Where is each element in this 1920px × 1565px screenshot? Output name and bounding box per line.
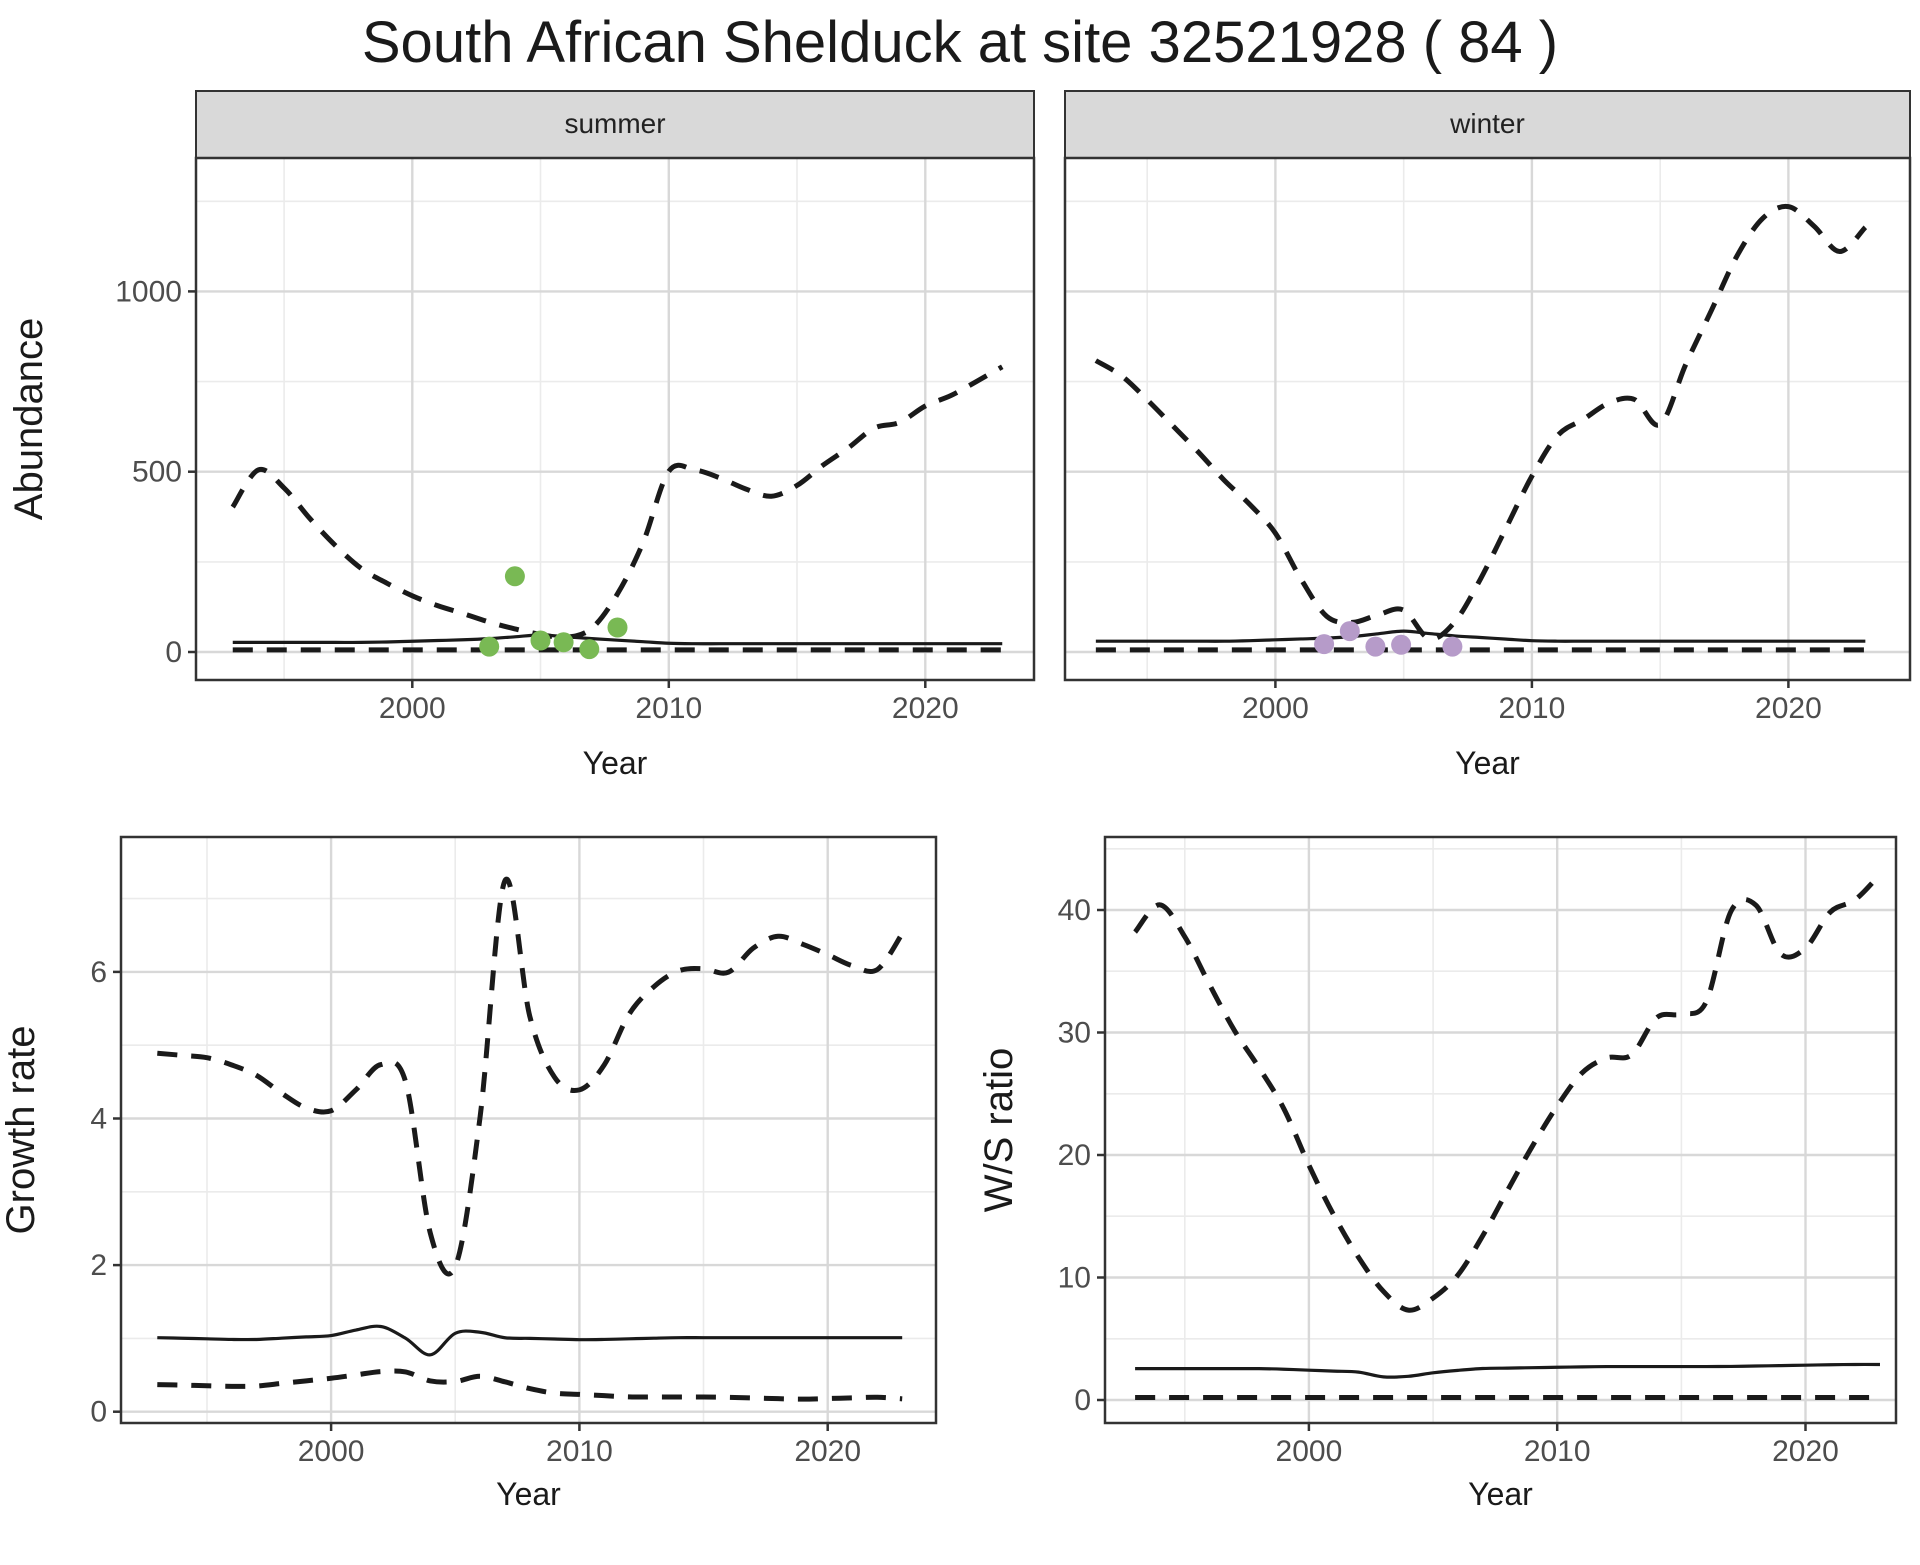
svg-text:2020: 2020 xyxy=(794,1435,861,1468)
svg-text:Year: Year xyxy=(496,1476,561,1512)
svg-text:4: 4 xyxy=(90,1103,107,1136)
svg-text:2010: 2010 xyxy=(635,692,702,725)
svg-text:1000: 1000 xyxy=(115,275,182,308)
svg-text:0: 0 xyxy=(90,1396,107,1429)
svg-text:6: 6 xyxy=(90,956,107,989)
svg-text:0: 0 xyxy=(165,636,182,669)
svg-text:2000: 2000 xyxy=(1276,1435,1343,1468)
svg-text:2: 2 xyxy=(90,1249,107,1282)
svg-text:Abundance: Abundance xyxy=(7,318,51,520)
svg-text:2010: 2010 xyxy=(1524,1435,1591,1468)
svg-text:10: 10 xyxy=(1058,1262,1091,1295)
svg-text:Year: Year xyxy=(1455,745,1520,781)
svg-text:summer: summer xyxy=(564,108,665,139)
svg-text:30: 30 xyxy=(1058,1017,1091,1050)
svg-text:2020: 2020 xyxy=(1772,1435,1839,1468)
svg-text:2000: 2000 xyxy=(298,1435,365,1468)
svg-text:Growth rate: Growth rate xyxy=(0,1026,43,1235)
svg-text:South African Shelduck at site: South African Shelduck at site 32521928 … xyxy=(362,10,1558,75)
svg-text:Year: Year xyxy=(1468,1476,1533,1512)
svg-text:winter: winter xyxy=(1449,108,1525,139)
svg-text:2000: 2000 xyxy=(379,692,446,725)
svg-text:2020: 2020 xyxy=(1755,692,1822,725)
svg-text:40: 40 xyxy=(1058,894,1091,927)
svg-text:Year: Year xyxy=(583,745,648,781)
svg-text:2020: 2020 xyxy=(892,692,959,725)
svg-text:W/S ratio: W/S ratio xyxy=(977,1048,1021,1212)
svg-text:2000: 2000 xyxy=(1242,692,1309,725)
svg-text:0: 0 xyxy=(1074,1384,1091,1417)
svg-text:2010: 2010 xyxy=(1499,692,1566,725)
svg-text:20: 20 xyxy=(1058,1139,1091,1172)
svg-text:2010: 2010 xyxy=(546,1435,613,1468)
svg-text:500: 500 xyxy=(132,456,182,489)
